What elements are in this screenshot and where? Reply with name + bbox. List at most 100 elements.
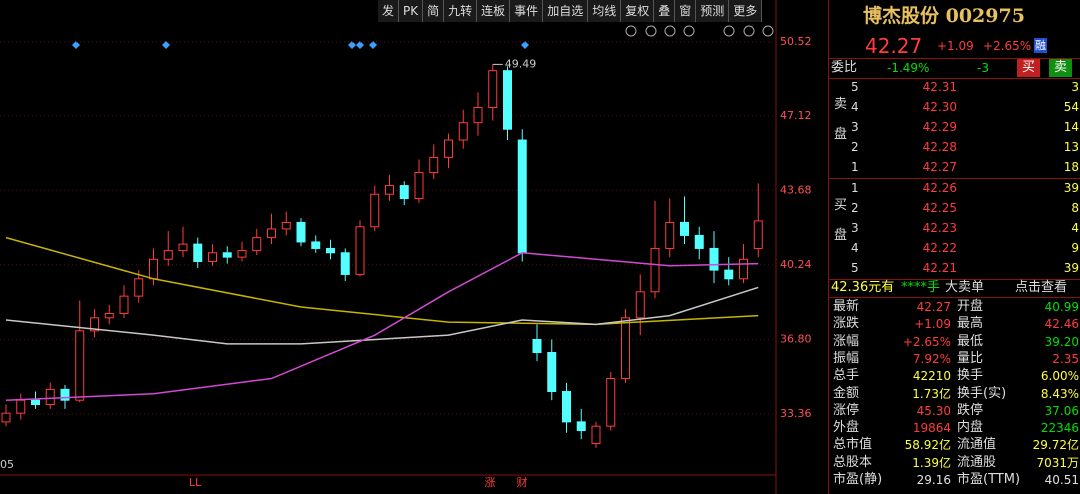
toolbar-button[interactable]: 发 — [378, 0, 400, 22]
stat-label: 总市值 — [833, 437, 873, 453]
stat-label: 市盈(TTM) — [957, 472, 1021, 487]
stat-value: 37.06 — [1044, 403, 1079, 418]
toolbar-button[interactable]: 加自选 — [543, 0, 589, 22]
ma-line — [5, 286, 759, 345]
candle-body — [650, 247, 660, 293]
stat-value: 40.51 — [1044, 473, 1079, 487]
candle-body — [694, 234, 704, 249]
book-volume: 39 — [1063, 261, 1079, 275]
toolbar-button[interactable]: 叠 — [654, 0, 676, 22]
toolbar-button[interactable]: 均线 — [588, 0, 622, 22]
candle-body — [503, 70, 512, 130]
toolbar-button[interactable]: 事件 — [510, 0, 544, 22]
book-volume: 18 — [1063, 160, 1079, 174]
chart-icons — [625, 25, 774, 37]
candle-body — [222, 252, 232, 258]
stat-value: 22346 — [1040, 421, 1079, 436]
book-price: 42.23 — [922, 221, 957, 235]
toolbar-button[interactable]: 连板 — [477, 0, 511, 22]
book-price: 42.31 — [922, 80, 957, 94]
candle-body — [680, 221, 689, 236]
candle-body — [414, 172, 424, 200]
stat-label: 换手 — [957, 368, 984, 384]
stat-label: 市盈(静) — [833, 472, 883, 487]
book-volume: 9 — [1071, 241, 1079, 255]
candle-body — [576, 421, 586, 432]
event-markers — [72, 41, 529, 49]
weibi-diff: -3 — [977, 61, 989, 75]
separator — [829, 78, 1080, 79]
event-label: 财 — [517, 475, 528, 489]
stat-label: 内盘 — [957, 420, 984, 436]
book-level: 3 — [851, 120, 859, 134]
toolbar-button[interactable]: 简 — [423, 0, 445, 22]
book-price: 42.29 — [922, 120, 957, 134]
candle-body — [517, 139, 527, 254]
book-level: 5 — [851, 80, 859, 94]
candle-body — [163, 250, 173, 260]
candle-body — [665, 221, 675, 249]
big-order-text[interactable]: 点击查看 — [1015, 280, 1068, 295]
stat-value: 2.35 — [1052, 351, 1079, 366]
toolbar-button[interactable]: PK — [399, 0, 424, 22]
candle-body — [724, 269, 734, 280]
book-price: 42.25 — [922, 201, 957, 215]
book-price: 42.27 — [922, 160, 957, 174]
peak-label: 49.49 — [505, 57, 537, 70]
stat-value: 1.73亿 — [912, 386, 951, 401]
stat-label: 最高 — [957, 316, 984, 332]
candle-body — [193, 243, 203, 262]
buy-button[interactable]: 买 — [1017, 59, 1041, 77]
weibi-label: 委比 — [831, 60, 858, 75]
candle-body — [370, 193, 380, 228]
toolbar-button[interactable]: 复权 — [621, 0, 655, 22]
candle-body — [753, 220, 763, 249]
stat-label: 金额 — [833, 385, 860, 401]
ma-line — [5, 252, 759, 401]
candle-body — [90, 317, 99, 332]
candle-body — [458, 122, 468, 141]
candle-body — [149, 258, 158, 280]
ma-line — [5, 236, 759, 326]
stat-value: 29.72亿 — [1032, 438, 1079, 453]
book-volume: 14 — [1063, 120, 1079, 134]
sell-button[interactable]: 卖 — [1049, 59, 1073, 77]
candle-body — [606, 378, 616, 427]
book-price: 42.21 — [922, 261, 957, 275]
stat-value: 19864 — [912, 421, 951, 436]
candle-body — [326, 247, 335, 254]
stat-label: 量比 — [957, 350, 984, 366]
candle-body — [119, 295, 129, 314]
stat-label: 流通值 — [957, 437, 997, 453]
stat-label: 换手(实) — [957, 385, 1007, 401]
stat-value: 45.30 — [916, 403, 951, 418]
candle-body — [311, 241, 321, 249]
big-order-text: ****手 — [901, 280, 941, 295]
candle-body — [547, 352, 557, 393]
stock-name: 博杰股份 002975 — [863, 5, 1025, 27]
toolbar-button[interactable]: 更多 — [729, 0, 763, 22]
candle-body — [281, 221, 291, 230]
candle-body — [104, 312, 114, 319]
stat-label: 涨幅 — [833, 333, 860, 349]
stat-value: 42.27 — [916, 300, 951, 314]
y-tick-label: 50.52 — [780, 35, 812, 48]
book-level: 1 — [851, 181, 859, 195]
book-level: 2 — [851, 201, 859, 215]
stat-label: 涨停 — [833, 402, 860, 418]
candle-body — [45, 388, 55, 406]
book-volume: 3 — [1071, 80, 1079, 94]
toolbar-button[interactable]: 预测 — [696, 0, 730, 22]
separator — [829, 58, 1080, 59]
stat-value: 29.16 — [916, 473, 951, 487]
candle-body — [16, 399, 26, 414]
toolbar-button[interactable]: 窗 — [675, 0, 697, 22]
candle-body — [562, 391, 571, 423]
chart: LL 涨 财 05 33.36 36.80 40.24 43.68 47.12 50.52… — [0, 0, 812, 494]
toolbar-button[interactable]: 九转 — [444, 0, 478, 22]
event-label: 涨 — [485, 476, 496, 489]
weibi-pct: -1.49% — [887, 61, 930, 75]
stat-value: 42.46 — [1044, 317, 1079, 332]
book-volume: 39 — [1063, 181, 1079, 195]
